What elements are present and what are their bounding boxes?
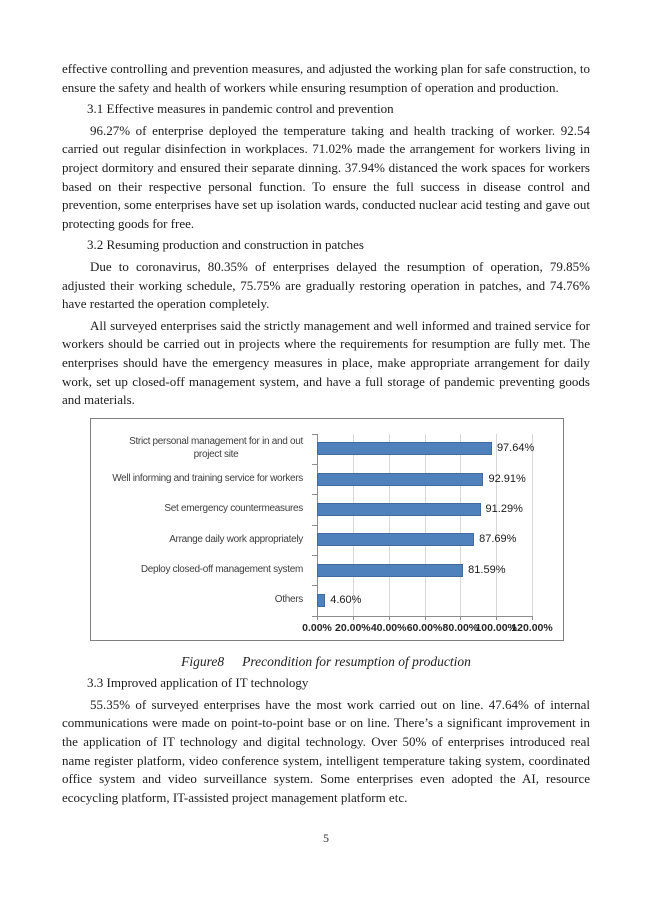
heading-3-1: 3.1 Effective measures in pandemic contr…	[87, 101, 394, 117]
chart-bar	[317, 594, 326, 608]
chart-y-tickmark	[312, 615, 317, 617]
chart-x-tick-label: 100.00%	[475, 621, 517, 634]
chart-bar	[317, 442, 492, 456]
chart-x-tickmark	[317, 615, 318, 620]
paragraph-intro-continuation: effective controlling and prevention mea…	[62, 61, 590, 95]
figure-caption-label: Figure8	[181, 653, 225, 669]
chart-category-label-text: Well informing and training service for …	[112, 472, 303, 484]
chart-gridline	[460, 433, 462, 616]
chart-x-tickmark	[388, 615, 390, 620]
chart-value-label: 92.91%	[488, 472, 526, 485]
chart-x-tickmark	[352, 615, 354, 620]
chart-y-tickmark	[312, 524, 317, 526]
chart-gridline	[496, 433, 498, 616]
chart-bar	[317, 563, 464, 577]
chart-category-label-text: Deploy closed-off management system	[140, 563, 303, 575]
page-content: effective controlling and prevention mea…	[62, 61, 590, 846]
heading-3-2: 3.2 Resuming production and construction…	[87, 237, 364, 253]
figure8-bar-chart: 97.64% Strict personal management for in …	[90, 417, 564, 641]
chart-x-tickmark	[424, 615, 426, 620]
figure-caption-text: Precondition for resumption of productio…	[242, 653, 471, 669]
chart-gridline	[352, 433, 354, 616]
figure-caption: Figure8 Precondition for resumption of pr…	[62, 653, 590, 672]
chart-gridline	[424, 433, 426, 616]
chart-category-label: Deploy closed-off management system	[97, 555, 310, 585]
chart-value-label: 81.59%	[468, 563, 506, 576]
chart-x-tick-label: 80.00%	[442, 621, 479, 634]
chart-x-tickmark	[460, 615, 462, 620]
chart-bar	[317, 503, 481, 517]
chart-y-tickmark	[312, 464, 317, 466]
chart-category-label: Arrange daily work appropriately	[97, 525, 310, 555]
heading-3-3: 3.3 Improved application of IT technolog…	[87, 675, 309, 691]
chart-x-tick-label: 120.00%	[511, 621, 553, 634]
paragraph-3-2-b: All surveyed enterprises said the strict…	[62, 317, 590, 408]
chart-category-label-text: Set emergency countermeasures	[164, 503, 303, 515]
chart-x-tick-label: 40.00%	[370, 621, 407, 634]
chart-y-tickmark	[312, 433, 317, 435]
chart-category-label-text: Arrange daily work appropriately	[169, 533, 303, 545]
chart-y-tickmark	[312, 585, 317, 587]
chart-category-label: Well informing and training service for …	[97, 464, 310, 494]
chart-bar	[317, 533, 475, 547]
paragraph-3-3: 55.35% of surveyed enterprises have the …	[62, 696, 590, 805]
chart-category-label: Others	[97, 585, 310, 615]
chart-value-label: 87.69%	[479, 533, 517, 546]
chart-x-tick-label: 20.00%	[335, 621, 371, 634]
chart-value-label: 4.60%	[330, 594, 362, 607]
chart-category-label-text: Strict personal management for in and ou…	[129, 436, 303, 460]
chart-bar	[317, 472, 484, 486]
chart-value-label: 97.64%	[496, 442, 535, 455]
chart-x-tickmark	[496, 615, 498, 620]
chart-y-axis	[316, 433, 318, 616]
chart-gridline	[388, 433, 390, 616]
chart-y-tickmark	[312, 555, 317, 557]
chart-category-label: Set emergency countermeasures	[97, 494, 310, 524]
chart-category-label: Strict personal management for in and ou…	[97, 434, 310, 464]
chart-category-label-text: Others	[274, 594, 304, 606]
chart-x-tick-label: 60.00%	[406, 621, 443, 634]
paragraph-3-1: 96.27% of enterprise deployed the temper…	[62, 122, 590, 231]
paragraph-3-2-a: Due to coronavirus, 80.35% of enterprise…	[62, 258, 590, 312]
page-number: 5	[323, 831, 329, 846]
chart-gridline	[532, 433, 533, 616]
chart-x-tick-label: 0.00%	[302, 621, 332, 634]
chart-value-label: 91.29%	[485, 503, 523, 516]
chart-y-tickmark	[312, 494, 317, 496]
chart-x-tickmark	[532, 615, 533, 620]
